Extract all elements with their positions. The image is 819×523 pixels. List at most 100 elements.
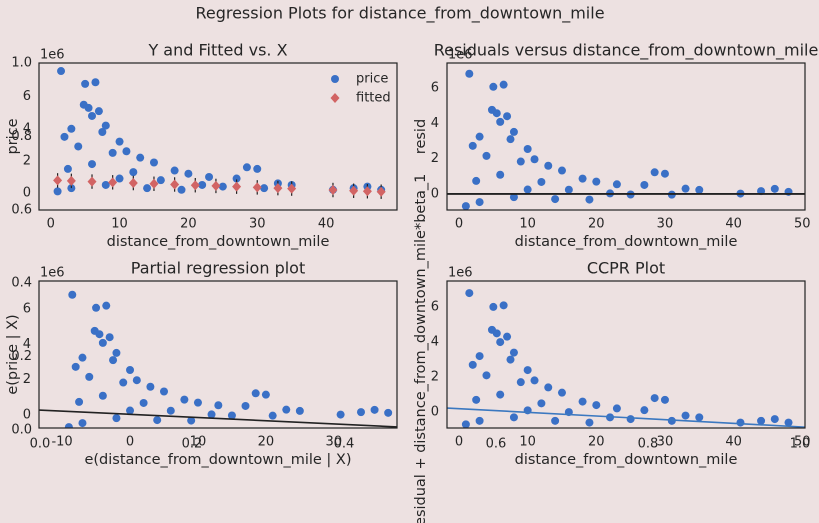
x-tick-label: 0.2 [182,437,203,452]
point [149,178,159,189]
point [370,405,379,414]
point [57,67,66,76]
point [530,376,539,385]
point [482,151,491,160]
point [503,112,512,121]
point [242,163,251,172]
x-tick-label: 0.0 [30,437,51,452]
point [592,177,601,186]
legend-marker [331,75,339,83]
point [126,366,135,375]
point [551,416,560,425]
x-tick-label: 40 [725,217,742,232]
point [282,405,291,414]
y-axis-label: e(price | X) [5,314,21,394]
point [784,418,793,427]
legend-marker [330,93,340,103]
point [578,397,587,406]
plot-area [39,290,397,428]
y-tick-label: 4 [431,116,439,131]
point [105,333,114,342]
point [681,184,690,193]
x-axis-label: e(distance_from_downtown_mile | X) [84,452,351,468]
x-tick-label: 0 [126,435,134,450]
x-tick-label: 30 [249,217,266,232]
y-tick-label: 2 [431,151,439,166]
point [496,117,505,126]
point [53,175,63,186]
point [328,185,338,196]
point [592,401,601,410]
point [695,413,704,422]
axis-offset-label: 1e6 [40,48,65,63]
point [78,353,87,362]
point [193,398,202,407]
y-tick-label: 0 [23,407,31,422]
point [139,398,148,407]
y-tick-label: 4 [23,121,31,136]
point [537,399,546,408]
legend-label: price [356,72,388,87]
y-axis-label: Residual + distance_from_downtown_mile*b… [413,174,429,523]
x-tick-label: 0.6 [486,437,507,452]
point [126,406,135,415]
axes-title: Residuals versus distance_from_downtown_… [434,41,819,61]
fit-line [39,409,397,428]
y-tick-label: 2 [23,153,31,168]
x-tick-label: 20 [588,435,605,450]
point [295,406,304,415]
point [461,420,470,428]
y-tick-label: 4 [431,335,439,350]
point [184,169,193,178]
axis-offset-label: 1e6 [448,266,473,281]
x-axis-label: distance_from_downtown_mile [515,452,738,468]
point [88,160,97,169]
point [153,416,162,425]
point [492,109,501,118]
point [128,178,138,189]
y-tick-label: 0.2 [11,349,32,364]
point [211,180,221,191]
point [578,174,587,183]
point [241,401,250,410]
point [60,132,69,141]
point [496,170,505,179]
point [91,78,100,87]
point [503,332,512,341]
point [492,329,501,338]
point [475,132,484,141]
point [650,168,659,177]
x-tick-label: 0 [455,217,463,232]
point [101,121,110,130]
point [268,411,277,420]
axes-frame [446,280,806,429]
x-tick-label: 40 [725,435,742,450]
point [681,411,690,420]
y-tick-label: 0.8 [11,129,32,144]
point [273,183,283,194]
x-tick-label: 1.0 [790,437,811,452]
point [260,184,269,193]
point [122,147,131,156]
point [695,185,704,194]
y-tick-label: 0 [23,185,31,200]
point [349,185,359,196]
point [101,180,110,189]
point [496,338,505,347]
point [166,406,175,415]
axes-title: CCPR Plot [587,259,665,278]
point [252,182,262,193]
point [108,148,117,157]
x-tick-label: 20 [588,217,605,232]
point [472,395,481,404]
point [356,408,365,417]
point [660,169,669,178]
point [205,172,214,181]
point [198,180,207,189]
point [81,79,90,88]
point [626,415,635,424]
point [74,142,83,151]
x-tick-label: 50 [794,217,811,232]
